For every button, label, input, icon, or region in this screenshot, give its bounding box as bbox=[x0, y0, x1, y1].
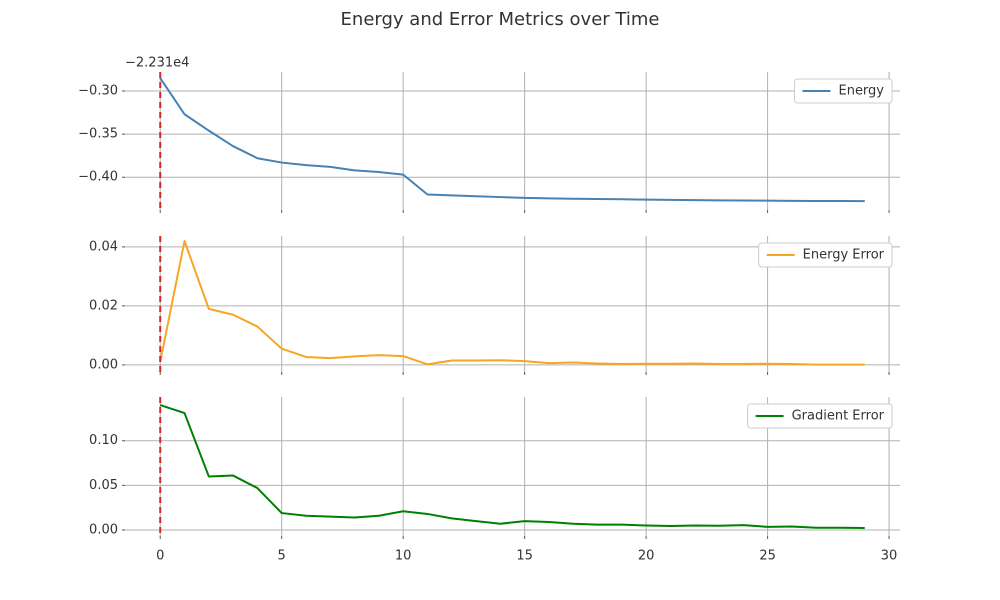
y-tick-label: −0.35 bbox=[78, 127, 118, 142]
x-tick-label: 5 bbox=[278, 549, 286, 564]
legend-label: Energy bbox=[838, 84, 884, 99]
legend: Energy bbox=[793, 78, 893, 104]
y-tick-label: 0.05 bbox=[89, 478, 118, 493]
x-tick-label: 20 bbox=[638, 549, 655, 564]
y-tick-label: −0.30 bbox=[78, 83, 118, 98]
legend: Gradient Error bbox=[747, 403, 893, 429]
y-tick-label: −0.40 bbox=[78, 170, 118, 185]
y-tick-label: 0.04 bbox=[89, 239, 118, 254]
legend-label: Gradient Error bbox=[792, 409, 885, 424]
legend-label: Energy Error bbox=[803, 248, 885, 263]
series-line bbox=[159, 77, 865, 203]
legend: Energy Error bbox=[758, 242, 893, 268]
legend-box bbox=[747, 403, 893, 429]
axis-offset-label: −2.231e4 bbox=[125, 56, 189, 71]
x-tick-label: 0 bbox=[156, 549, 164, 564]
y-tick-label: 0.02 bbox=[89, 298, 118, 313]
x-tick-label: 15 bbox=[516, 549, 533, 564]
x-tick-label: 25 bbox=[759, 549, 776, 564]
figure-title: Energy and Error Metrics over Time bbox=[341, 9, 660, 30]
legend-box bbox=[793, 78, 893, 104]
legend-box bbox=[758, 242, 893, 268]
y-tick-label: 0.00 bbox=[89, 523, 118, 538]
x-tick-label: 30 bbox=[881, 549, 898, 564]
y-tick-label: 0.00 bbox=[89, 357, 118, 372]
y-tick-label: 0.10 bbox=[89, 433, 118, 448]
series-line bbox=[159, 240, 865, 366]
series-line bbox=[159, 404, 865, 530]
x-tick-label: 10 bbox=[395, 549, 412, 564]
